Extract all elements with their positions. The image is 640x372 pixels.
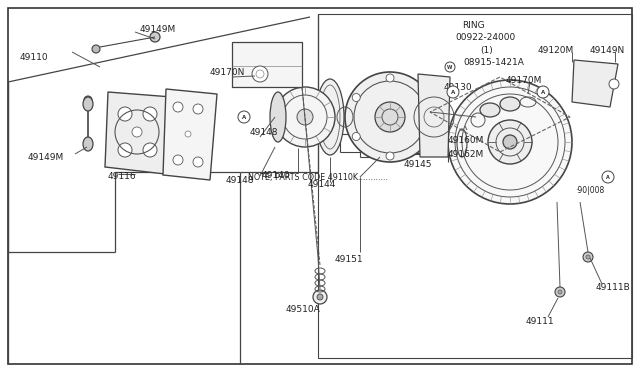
Circle shape	[252, 66, 268, 82]
Ellipse shape	[150, 32, 160, 42]
Circle shape	[185, 131, 191, 137]
Text: 49170M: 49170M	[506, 76, 542, 84]
Text: 49149N: 49149N	[590, 45, 625, 55]
Text: 49149M: 49149M	[140, 25, 176, 33]
Text: A: A	[451, 90, 455, 94]
Circle shape	[173, 155, 183, 165]
Text: RING: RING	[462, 20, 484, 29]
Circle shape	[193, 157, 203, 167]
Circle shape	[386, 74, 394, 82]
Circle shape	[173, 102, 183, 112]
Text: 49148: 49148	[226, 176, 255, 185]
Circle shape	[345, 72, 435, 162]
Polygon shape	[418, 74, 450, 157]
Circle shape	[583, 252, 593, 262]
Text: NOTE; PARTS CODE 49110K............: NOTE; PARTS CODE 49110K............	[248, 173, 388, 182]
Circle shape	[445, 62, 455, 72]
Text: 49510A: 49510A	[286, 305, 321, 314]
Text: (1): (1)	[480, 45, 493, 55]
Text: A: A	[541, 90, 545, 94]
Ellipse shape	[92, 45, 100, 53]
Circle shape	[420, 132, 428, 141]
Text: 49116: 49116	[108, 171, 136, 180]
Circle shape	[118, 107, 132, 121]
Circle shape	[297, 109, 313, 125]
Circle shape	[537, 86, 549, 98]
Circle shape	[326, 106, 334, 114]
Text: A: A	[242, 115, 246, 119]
Circle shape	[488, 120, 532, 164]
Text: W: W	[447, 64, 452, 70]
Circle shape	[420, 93, 428, 102]
Circle shape	[118, 143, 132, 157]
Text: 08915-1421A: 08915-1421A	[463, 58, 524, 67]
Text: 49130: 49130	[444, 83, 472, 92]
Text: 49111: 49111	[526, 317, 555, 327]
Ellipse shape	[316, 79, 344, 155]
Ellipse shape	[83, 137, 93, 151]
Text: 49111B: 49111B	[596, 282, 631, 292]
Circle shape	[317, 294, 323, 300]
Ellipse shape	[500, 97, 520, 111]
Circle shape	[143, 143, 157, 157]
Text: 49120M: 49120M	[538, 45, 574, 55]
Text: 49162M: 49162M	[448, 150, 484, 158]
Circle shape	[586, 255, 590, 259]
Circle shape	[326, 120, 334, 128]
Ellipse shape	[270, 92, 286, 142]
Circle shape	[375, 102, 405, 132]
Circle shape	[503, 135, 517, 149]
Ellipse shape	[83, 97, 93, 111]
Circle shape	[555, 287, 565, 297]
Ellipse shape	[480, 103, 500, 117]
Text: 49149M: 49149M	[28, 153, 64, 161]
Polygon shape	[105, 92, 172, 174]
Text: 49140: 49140	[262, 170, 291, 180]
Text: 49148: 49148	[250, 128, 278, 137]
Text: 49144: 49144	[308, 180, 337, 189]
Circle shape	[448, 80, 572, 204]
Circle shape	[132, 127, 142, 137]
Circle shape	[602, 171, 614, 183]
Circle shape	[143, 107, 157, 121]
Circle shape	[352, 132, 360, 141]
Polygon shape	[163, 89, 217, 180]
Circle shape	[352, 93, 360, 102]
Text: 49151: 49151	[335, 254, 364, 263]
Circle shape	[313, 290, 327, 304]
Circle shape	[386, 152, 394, 160]
Text: 49160M: 49160M	[448, 135, 484, 144]
Circle shape	[609, 79, 619, 89]
Circle shape	[193, 104, 203, 114]
Text: 00922-24000: 00922-24000	[455, 32, 515, 42]
Polygon shape	[572, 60, 618, 107]
Text: A: A	[606, 174, 610, 180]
Circle shape	[558, 290, 562, 294]
Ellipse shape	[84, 96, 92, 104]
Text: 49170N: 49170N	[210, 67, 245, 77]
Text: 49145: 49145	[404, 160, 433, 169]
Circle shape	[275, 87, 335, 147]
Text: ·90|008: ·90|008	[575, 186, 604, 195]
Bar	[318, 14, 632, 358]
Circle shape	[447, 86, 459, 98]
Bar	[232, 42, 302, 87]
Text: 49110: 49110	[20, 52, 49, 61]
Circle shape	[238, 111, 250, 123]
